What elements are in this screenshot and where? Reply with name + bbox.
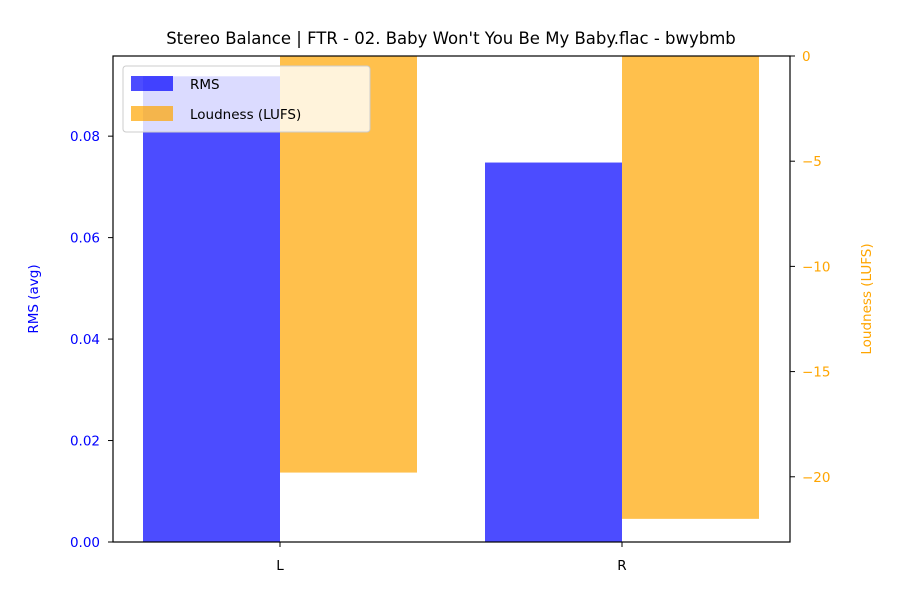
- loudness-bar-r: [622, 56, 759, 519]
- left-tick-label: 0.04: [70, 332, 100, 348]
- left-axis-title: RMS (avg): [26, 264, 42, 333]
- legend-box: [122, 65, 371, 133]
- plot-frame: [112, 55, 791, 543]
- left-tick-label: 0.06: [70, 231, 100, 247]
- left-tick-label: 0.08: [70, 129, 100, 145]
- right-tick-label: 0: [802, 49, 811, 65]
- right-axis-title: Loudness (LUFS): [859, 243, 875, 354]
- right-tick-label: −5: [802, 154, 822, 170]
- left-tick-label: 0.02: [70, 434, 100, 450]
- chart-title: Stereo Balance | FTR - 02. Baby Won't Yo…: [166, 29, 736, 48]
- x-tick-label-r: R: [617, 558, 626, 574]
- legend-swatch-rms: [131, 76, 173, 91]
- right-y-axis: −20 −15 −10 −5 0: [790, 49, 831, 486]
- left-y-axis: 0.00 0.02 0.04 0.06 0.08: [70, 129, 113, 551]
- legend-swatch-loudness: [131, 106, 173, 121]
- rms-bar-r: [485, 162, 622, 543]
- right-tick-label: −20: [802, 470, 831, 486]
- rms-bar-l: [143, 76, 280, 543]
- right-tick-label: −15: [802, 365, 831, 381]
- right-tick-label: −10: [802, 259, 831, 275]
- legend-label-rms: RMS: [190, 77, 220, 93]
- left-tick-label: 0.00: [70, 535, 100, 551]
- rms-bars: [143, 76, 622, 543]
- legend-label-loudness: Loudness (LUFS): [190, 107, 301, 123]
- x-tick-label-l: L: [276, 558, 284, 574]
- legend: RMS Loudness (LUFS): [122, 65, 371, 133]
